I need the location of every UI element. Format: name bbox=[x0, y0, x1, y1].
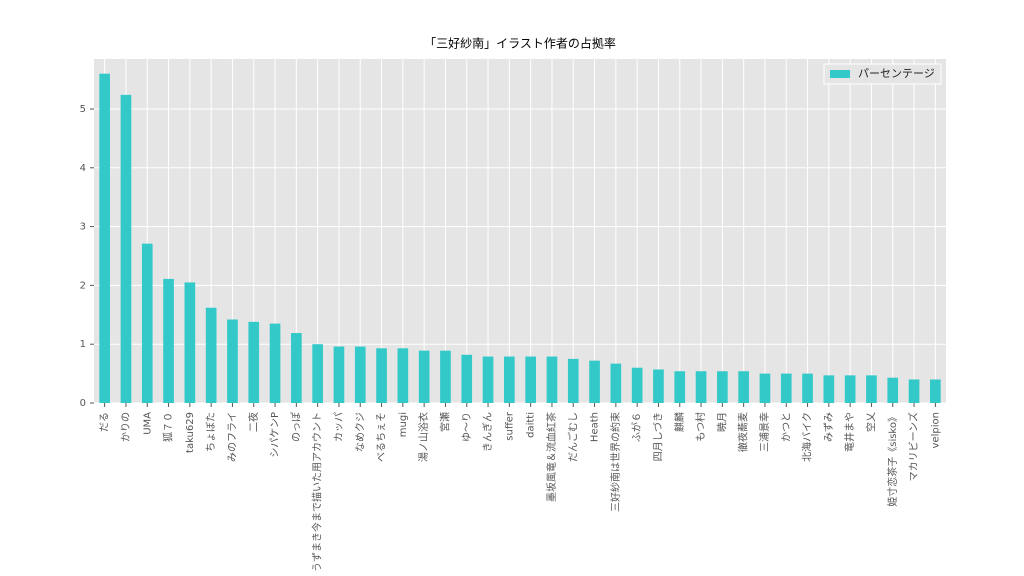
bar bbox=[504, 356, 515, 403]
x-tick-label: 徹夜蕎麦 bbox=[737, 412, 750, 452]
x-tick-label: みのフライ bbox=[226, 412, 238, 462]
x-tick-label: 姫寸恋茶子《sisko》 bbox=[886, 412, 899, 507]
bar bbox=[802, 373, 813, 403]
bar bbox=[780, 373, 792, 403]
bar bbox=[376, 348, 387, 403]
x-tick-label: 墨坂風竜＆流血紅茶 bbox=[545, 412, 558, 502]
x-tick-label: 麒麟 bbox=[673, 412, 686, 432]
x-tick-label: ちょぼた bbox=[205, 412, 217, 452]
x-tick-label: UMA bbox=[142, 412, 153, 435]
x-tick-label: 四月しづき bbox=[652, 412, 664, 461]
bar bbox=[866, 375, 877, 403]
x-tick-label: 湯ノ山浴衣 bbox=[417, 412, 430, 462]
x-tick-label: カッパ bbox=[333, 412, 345, 442]
bar bbox=[418, 350, 430, 403]
x-tick-label: うずまき今まで描いた用アカウント bbox=[311, 412, 324, 572]
x-tick-label: 北海バイク bbox=[801, 412, 814, 462]
bar bbox=[312, 344, 323, 403]
x-tick-label: マカリビーンズ bbox=[907, 412, 920, 481]
x-tick-label: mugi bbox=[398, 412, 409, 437]
x-tick-label: 二夜 bbox=[247, 412, 260, 432]
bar bbox=[440, 350, 451, 403]
bar bbox=[610, 363, 622, 403]
x-tick-label: だる bbox=[99, 412, 111, 432]
x-tick-label: 狐７０ bbox=[162, 412, 175, 442]
x-tick-label: velpion bbox=[930, 412, 941, 448]
plot-area bbox=[94, 59, 946, 403]
chart-title: 「三好紗南」イラスト作者の占拠率 bbox=[424, 36, 616, 51]
bar bbox=[269, 323, 281, 403]
bar bbox=[546, 356, 558, 403]
bar bbox=[823, 375, 835, 403]
x-tick-label: ゆ〜り bbox=[461, 412, 473, 442]
bar bbox=[631, 367, 643, 403]
y-tick-label: 2 bbox=[80, 280, 86, 291]
x-tick-label: Heath bbox=[590, 412, 601, 442]
bar bbox=[525, 356, 536, 403]
x-tick-label: シパケンP bbox=[269, 412, 281, 457]
bar bbox=[717, 371, 728, 403]
bar bbox=[163, 278, 174, 403]
bar bbox=[461, 354, 473, 403]
x-tick-label: かりの bbox=[120, 412, 132, 442]
legend-box bbox=[823, 63, 942, 85]
bar bbox=[653, 369, 664, 403]
x-tick-label: きんぎん bbox=[481, 412, 494, 452]
bar bbox=[695, 371, 707, 403]
x-tick-label: taku629 bbox=[185, 412, 196, 453]
x-tick-label: べるちぇそ bbox=[376, 412, 388, 462]
x-tick-label: daitti bbox=[526, 412, 537, 438]
x-tick-label: 三浦景幸 bbox=[758, 412, 771, 452]
x-tick-label: かつと bbox=[780, 412, 792, 442]
bar bbox=[482, 356, 494, 403]
x-tick-label: 空乂 bbox=[864, 412, 877, 432]
x-tick-label: ふが６ bbox=[630, 412, 643, 442]
bar bbox=[908, 379, 920, 403]
bar bbox=[184, 282, 196, 403]
bar bbox=[141, 243, 153, 403]
bar bbox=[567, 358, 579, 403]
x-tick-label: もつ村 bbox=[694, 412, 707, 442]
bar bbox=[227, 319, 238, 403]
legend-swatch bbox=[830, 70, 850, 78]
bar bbox=[120, 94, 132, 403]
x-tick-label: みずみ bbox=[823, 412, 835, 442]
bar bbox=[759, 373, 771, 403]
y-tick-label: 5 bbox=[80, 104, 86, 115]
x-tick-label: 竜井まや bbox=[843, 412, 856, 452]
x-tick-label: 三好紗南は世界の約束 bbox=[609, 412, 622, 512]
bar bbox=[930, 379, 941, 403]
y-tick-label: 1 bbox=[80, 339, 86, 350]
bar bbox=[887, 377, 899, 403]
bar bbox=[99, 73, 110, 403]
y-tick-label: 3 bbox=[80, 222, 86, 233]
x-tick-label: 暁月 bbox=[716, 412, 728, 432]
x-tick-label: なめクジ bbox=[354, 412, 366, 452]
x-tick-label: 宮瀬 bbox=[438, 412, 451, 432]
x-tick-label: だんごむし bbox=[566, 412, 579, 462]
y-tick-label: 0 bbox=[80, 398, 86, 409]
bar bbox=[291, 333, 302, 403]
bar bbox=[248, 321, 260, 403]
bar bbox=[205, 307, 217, 403]
legend-label: パーセンテージ bbox=[858, 67, 935, 80]
bar bbox=[354, 346, 366, 403]
bar bbox=[397, 348, 409, 403]
bar bbox=[738, 371, 749, 403]
x-tick-label: のっぽ bbox=[290, 412, 302, 442]
bar bbox=[333, 346, 345, 403]
bar bbox=[674, 371, 686, 403]
bar bbox=[589, 360, 600, 403]
bar bbox=[844, 375, 856, 403]
x-tick-label: suffer bbox=[504, 411, 515, 441]
y-tick-label: 4 bbox=[80, 163, 86, 174]
